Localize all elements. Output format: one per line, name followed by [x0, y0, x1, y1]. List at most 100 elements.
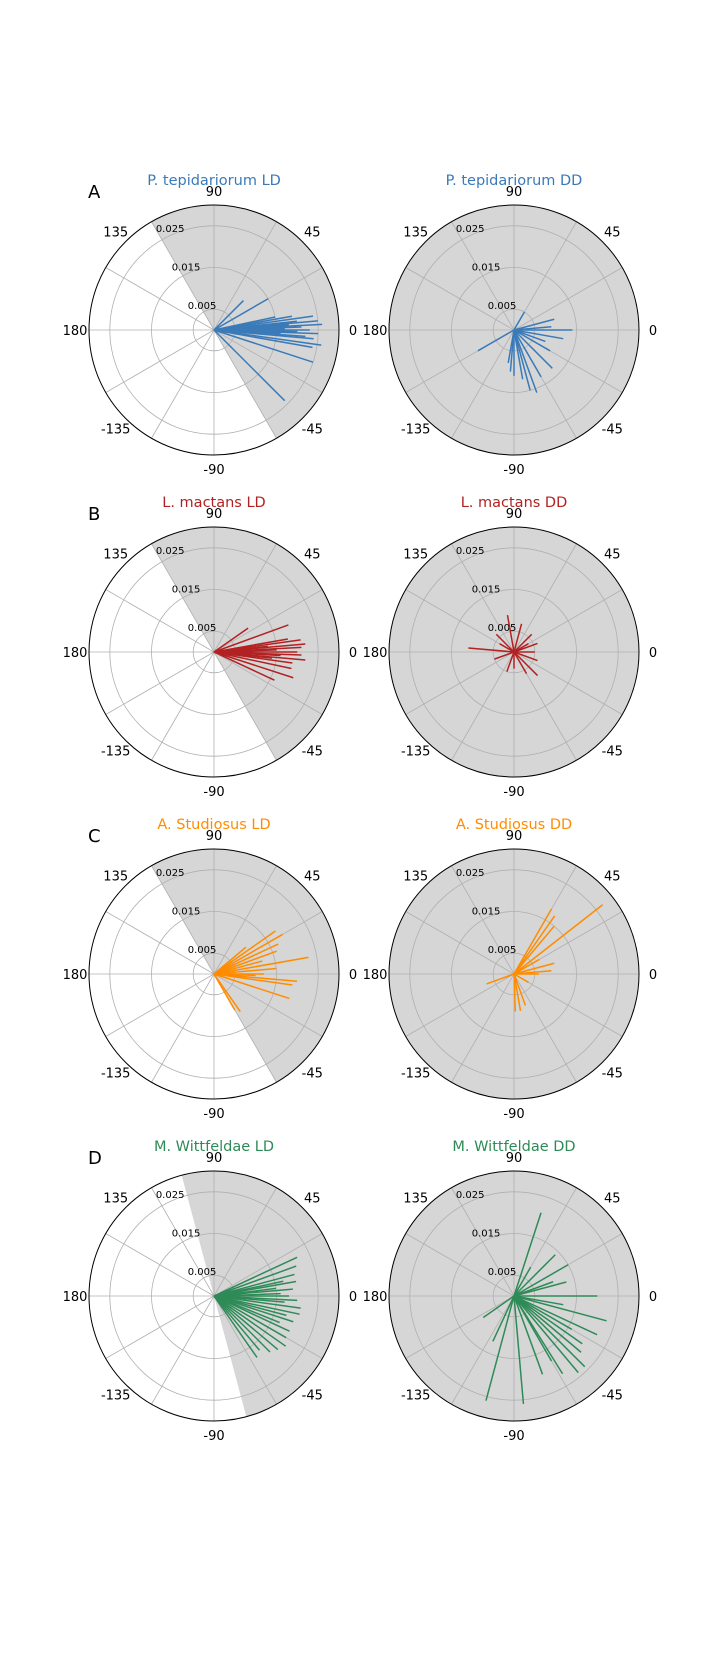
angle-tick-label: 180 — [363, 646, 388, 661]
vector-line — [213, 651, 294, 679]
angular-gridline — [151, 221, 215, 331]
vector-line — [213, 1295, 300, 1315]
angle-tick-label: 0 — [649, 646, 657, 661]
angular-gridline — [105, 973, 215, 1037]
radial-tick-label: 0.025 — [156, 1190, 185, 1201]
radial-tick-label: 0.015 — [172, 1228, 201, 1239]
angle-tick-label: 180 — [63, 324, 88, 339]
angular-gridline — [105, 1233, 215, 1297]
vector-line — [494, 651, 515, 660]
panel-title: P. tepidariorum DD — [446, 173, 583, 189]
vector-line — [513, 329, 542, 378]
radial-tick-label: 0.005 — [488, 945, 517, 956]
angle-tick-label: -45 — [602, 744, 623, 759]
vector-line — [213, 1295, 261, 1351]
vector-line — [513, 1295, 598, 1336]
vector-line — [513, 1212, 542, 1297]
angular-gridline — [213, 865, 277, 975]
angle-tick-label: 45 — [604, 870, 621, 885]
vector-line — [513, 1295, 564, 1306]
vector-line — [213, 1295, 280, 1324]
polar-panel-7: 0.005 0.015 0.025 0 45 90 135 180 -135 -90 -45 M. W… — [63, 1139, 358, 1444]
polar-frame — [88, 848, 340, 1100]
angular-gridline — [151, 651, 215, 761]
angular-gridline — [405, 1233, 515, 1297]
angle-tick-label: -90 — [503, 1107, 524, 1122]
angle-tick-label: 45 — [304, 548, 321, 563]
vector-line — [513, 1264, 569, 1297]
angular-gridline — [213, 1187, 277, 1297]
vector-line — [513, 329, 564, 340]
vector-line — [513, 1254, 556, 1297]
vector-line — [213, 967, 277, 975]
panel-title: A. Studiosus LD — [157, 817, 270, 833]
polar-panel-8: 0.005 0.015 0.025 0 45 90 135 180 -135 -90 -45 M. W… — [363, 1139, 658, 1444]
vector-line — [477, 329, 515, 352]
radial-tick-label: 0.015 — [472, 1228, 501, 1239]
angle-tick-label: 90 — [506, 185, 523, 200]
angular-gridline — [451, 329, 515, 439]
angular-gridline — [451, 1187, 515, 1297]
angular-gridline — [405, 973, 515, 1037]
angular-gridline — [213, 221, 277, 331]
angle-tick-label: -90 — [503, 785, 524, 800]
angular-gridline — [213, 589, 323, 653]
angle-tick-label: -135 — [101, 744, 131, 759]
angular-gridline — [151, 973, 215, 1083]
angular-gridline — [151, 1187, 215, 1297]
radial-tick-label: 0.025 — [456, 1190, 485, 1201]
angle-tick-label: 0 — [349, 324, 357, 339]
angular-gridline — [451, 865, 515, 975]
vector-line — [513, 651, 538, 662]
angular-gridline — [213, 1295, 277, 1405]
vector-line — [513, 651, 539, 677]
angular-gridline — [405, 651, 515, 715]
vector-line — [513, 1295, 579, 1374]
angular-gridline — [451, 973, 515, 1083]
radial-tick-label: 0.025 — [456, 224, 485, 235]
vector-line — [513, 643, 529, 653]
vector-line — [213, 960, 263, 975]
polar-panel-4: 0.005 0.015 0.025 0 45 90 135 180 -135 -90 -45 L. m… — [363, 495, 658, 800]
radial-tick-label: 0.015 — [172, 906, 201, 917]
angle-tick-label: 180 — [363, 324, 388, 339]
vector-line — [513, 973, 529, 983]
vector-line — [213, 1265, 297, 1297]
angle-tick-label: 90 — [206, 829, 223, 844]
vector-line — [513, 318, 555, 331]
vector-line — [213, 316, 276, 331]
vector-line — [513, 1295, 525, 1404]
vector-line — [513, 973, 522, 1012]
vector-line — [513, 329, 524, 380]
angle-tick-label: 180 — [363, 1290, 388, 1305]
angular-gridline — [213, 651, 277, 761]
panel-label: A — [88, 182, 101, 203]
angle-tick-label: 0 — [649, 1290, 657, 1305]
panel-title: M. Wittfeldae DD — [452, 1139, 575, 1155]
angle-tick-label: -135 — [101, 1066, 131, 1081]
angular-gridline — [451, 221, 515, 331]
angle-tick-label: -45 — [602, 1388, 623, 1403]
angular-gridline — [451, 651, 515, 761]
vector-line — [513, 908, 553, 975]
polar-frame — [88, 526, 340, 778]
radial-tick-label: 0.025 — [156, 868, 185, 879]
angle-tick-label: -135 — [401, 1066, 431, 1081]
angle-tick-label: 135 — [403, 1192, 428, 1207]
vector-line — [213, 329, 281, 335]
vector-line — [513, 329, 546, 343]
angle-tick-label: 135 — [103, 548, 128, 563]
polar-panel-5: 0.005 0.015 0.025 0 45 90 135 180 -135 -90 -45 A. S… — [63, 817, 358, 1122]
panel-label: D — [88, 1148, 102, 1169]
angle-tick-label: 45 — [604, 226, 621, 241]
angle-tick-label: -90 — [203, 1429, 224, 1444]
vector-line — [213, 651, 273, 659]
vector-line — [213, 300, 244, 331]
vector-line — [213, 1295, 287, 1317]
angle-tick-label: -90 — [203, 1107, 224, 1122]
vector-line — [513, 1295, 583, 1345]
angle-tick-label: 45 — [304, 226, 321, 241]
panel-title: L. mactans DD — [461, 495, 568, 511]
angle-tick-label: 180 — [63, 1290, 88, 1305]
